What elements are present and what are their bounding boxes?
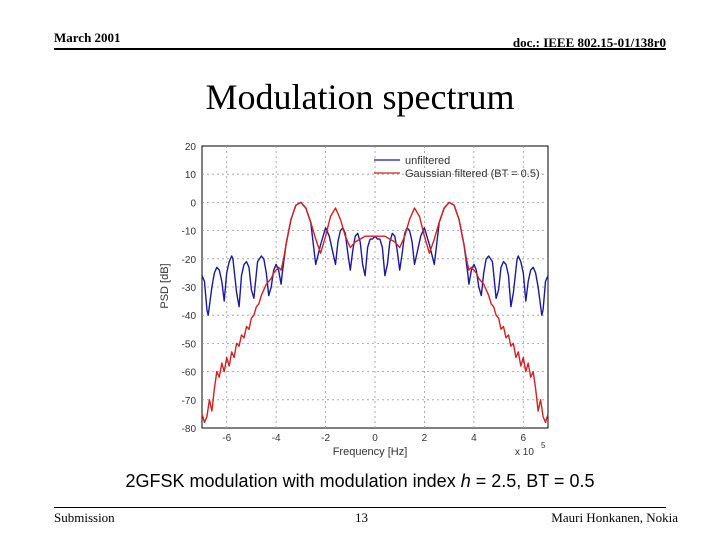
x-tick-label: -2 bbox=[321, 433, 330, 444]
x-tick-label: 2 bbox=[422, 433, 428, 444]
caption-prefix: 2GFSK modulation with modulation index bbox=[125, 471, 461, 491]
slide-caption: 2GFSK modulation with modulation index h… bbox=[0, 471, 720, 492]
header-doc-id: doc.: IEEE 802.15-01/138r0 bbox=[512, 35, 666, 50]
legend-label-unfiltered: unfiltered bbox=[405, 155, 450, 167]
y-tick-label: -70 bbox=[182, 396, 197, 407]
y-tick-label: 0 bbox=[190, 198, 196, 209]
caption-suffix: = 2.5, BT = 0.5 bbox=[470, 471, 595, 491]
legend: unfiltered Gaussian filtered (BT = 0.5) bbox=[374, 155, 540, 180]
footer-submission: Submission bbox=[54, 510, 115, 525]
footer-page-number: 13 bbox=[355, 510, 368, 525]
y-tick-label: -10 bbox=[182, 227, 197, 238]
footer-author: Mauri Honkanen, Nokia bbox=[551, 510, 678, 525]
y-tick-label: -40 bbox=[182, 311, 197, 322]
x-tick-labels: -6 -4 -2 0 2 4 6 bbox=[222, 433, 526, 444]
x-axis-label: Frequency [Hz] bbox=[333, 446, 408, 458]
y-tick-label: -50 bbox=[182, 339, 197, 350]
series-line-gaussian-filtered bbox=[201, 201, 549, 424]
x-tick-label: 4 bbox=[471, 433, 477, 444]
x-tick-label: 6 bbox=[521, 433, 527, 444]
y-axis-label: PSD [dB] bbox=[159, 263, 171, 308]
series-layer bbox=[201, 201, 549, 424]
x-tick-label: 0 bbox=[372, 433, 378, 444]
y-tick-label: -20 bbox=[182, 255, 197, 266]
header-rule bbox=[54, 48, 666, 50]
x-tick-label: -4 bbox=[272, 433, 281, 444]
y-tick-label: -80 bbox=[182, 424, 197, 435]
slide-title: Modulation spectrum bbox=[205, 77, 515, 117]
caption-variable: h bbox=[460, 471, 471, 491]
header-date: March 2001 bbox=[54, 30, 121, 45]
grid-lines bbox=[202, 146, 548, 428]
y-tick-labels: 20 10 0 -10 -20 -30 -40 -50 -60 -70 -80 bbox=[182, 142, 197, 435]
y-tick-label: 10 bbox=[185, 170, 197, 181]
x-axis-exponent-value: 5 bbox=[541, 441, 546, 450]
y-tick-label: -30 bbox=[182, 283, 197, 294]
y-tick-label: 20 bbox=[185, 142, 197, 153]
footer-rule bbox=[54, 507, 666, 508]
x-tick-label: -6 bbox=[222, 433, 231, 444]
y-tick-label: -60 bbox=[182, 368, 197, 379]
x-axis-exponent-label: x 10 bbox=[515, 447, 534, 458]
legend-label-filtered: Gaussian filtered (BT = 0.5) bbox=[405, 168, 540, 180]
